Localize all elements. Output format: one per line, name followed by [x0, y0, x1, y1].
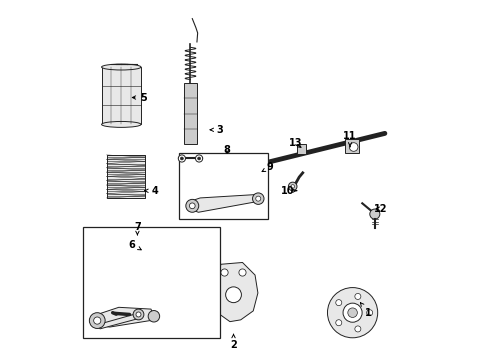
- Circle shape: [180, 157, 183, 160]
- Text: 12: 12: [374, 204, 387, 214]
- Circle shape: [336, 320, 342, 326]
- Polygon shape: [96, 314, 140, 329]
- Circle shape: [291, 185, 294, 188]
- Text: 9: 9: [262, 162, 273, 172]
- Text: 1: 1: [361, 303, 372, 318]
- Ellipse shape: [101, 64, 141, 70]
- Circle shape: [349, 143, 358, 151]
- Circle shape: [289, 182, 297, 191]
- Polygon shape: [190, 194, 259, 212]
- Polygon shape: [96, 307, 155, 327]
- Circle shape: [136, 312, 141, 317]
- Polygon shape: [184, 83, 197, 144]
- Text: 8: 8: [223, 144, 230, 154]
- Ellipse shape: [101, 121, 141, 127]
- Circle shape: [94, 317, 101, 324]
- Text: 5: 5: [132, 93, 147, 103]
- Circle shape: [348, 308, 357, 318]
- Text: 6: 6: [129, 239, 141, 250]
- Text: 3: 3: [210, 125, 223, 135]
- Circle shape: [336, 300, 342, 306]
- Circle shape: [327, 288, 378, 338]
- Circle shape: [190, 203, 195, 209]
- Bar: [179, 153, 269, 220]
- Circle shape: [221, 269, 228, 276]
- Circle shape: [89, 313, 105, 328]
- Circle shape: [186, 199, 199, 212]
- Text: 10: 10: [281, 186, 297, 196]
- Circle shape: [225, 287, 242, 303]
- Circle shape: [133, 309, 144, 320]
- Text: 7: 7: [134, 222, 141, 235]
- Circle shape: [197, 157, 200, 160]
- Bar: [344, 139, 359, 153]
- Circle shape: [367, 310, 373, 316]
- Polygon shape: [107, 155, 146, 198]
- Circle shape: [355, 293, 361, 300]
- Bar: [297, 144, 306, 154]
- Circle shape: [178, 155, 186, 162]
- Polygon shape: [215, 262, 258, 321]
- Circle shape: [239, 269, 246, 276]
- Circle shape: [256, 196, 261, 201]
- Circle shape: [196, 155, 203, 162]
- Circle shape: [148, 311, 160, 322]
- Text: 2: 2: [230, 334, 237, 350]
- Circle shape: [343, 303, 362, 322]
- Text: 13: 13: [289, 139, 302, 148]
- Circle shape: [355, 326, 361, 332]
- Polygon shape: [101, 67, 141, 125]
- Bar: [83, 226, 220, 338]
- Text: 4: 4: [145, 186, 158, 196]
- Circle shape: [252, 193, 264, 204]
- Circle shape: [370, 209, 380, 219]
- Text: 11: 11: [343, 131, 357, 147]
